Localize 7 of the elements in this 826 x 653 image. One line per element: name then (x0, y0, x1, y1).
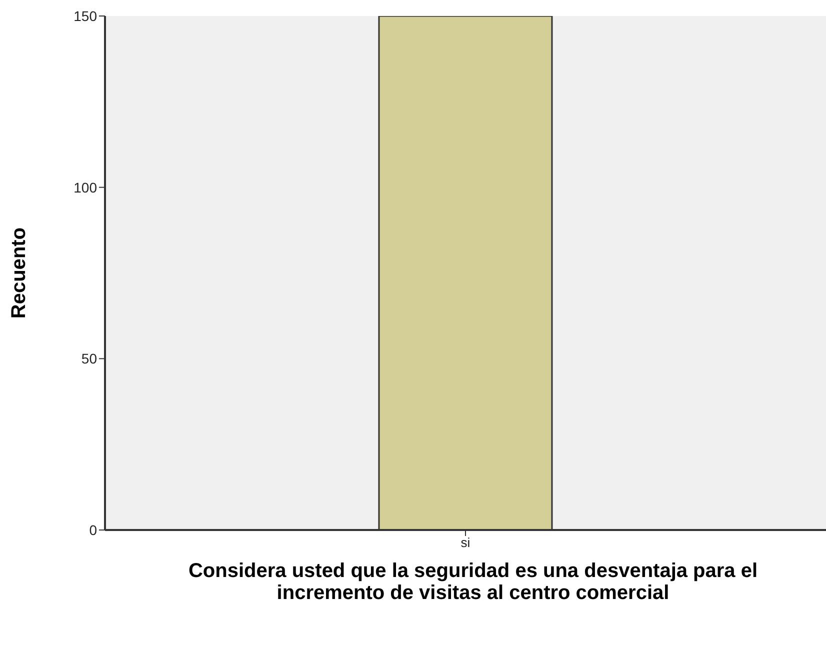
y-tick-label: 150 (74, 8, 98, 24)
y-tick-label: 100 (74, 179, 98, 196)
y-axis-title: Recuento (8, 227, 30, 319)
x-axis-title: Considera usted que la seguridad es una desventaja para el incremento de visitas al centro comercial (187, 560, 759, 604)
y-tick-label: 0 (89, 522, 98, 538)
x-tick-label: si (460, 535, 470, 550)
y-tick-label: 50 (81, 350, 98, 367)
